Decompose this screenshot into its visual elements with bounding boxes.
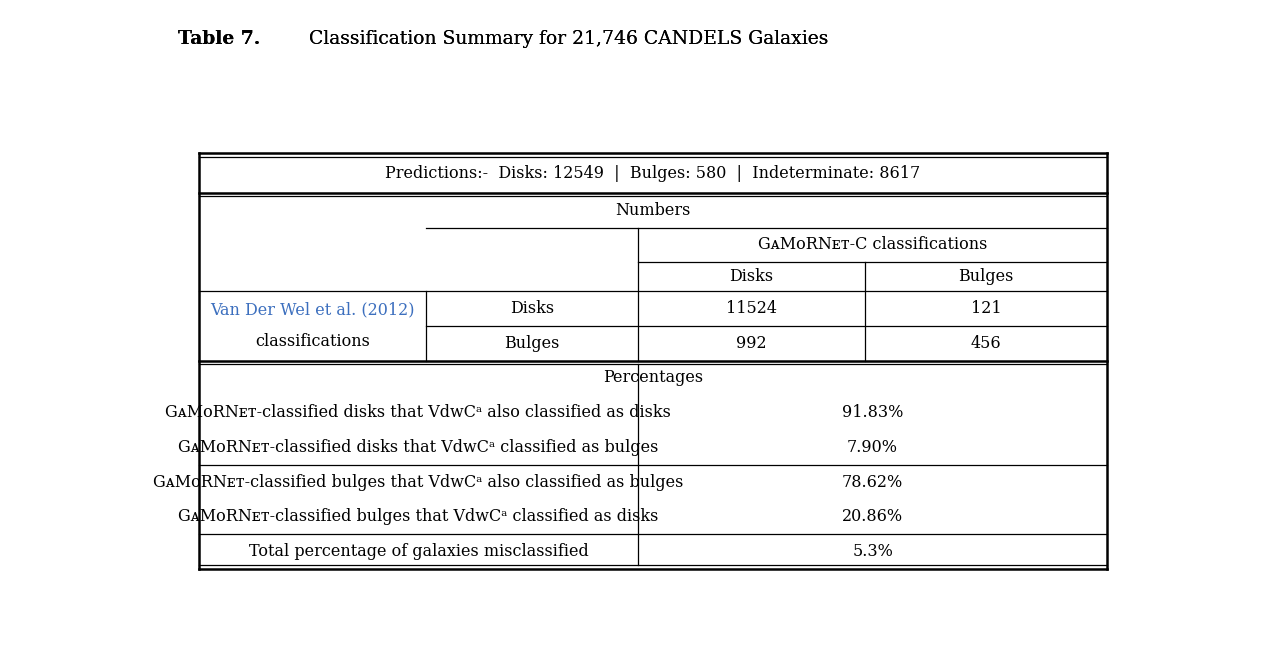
Text: classifications: classifications [255,333,369,350]
Text: 78.62%: 78.62% [842,473,903,491]
Text: GᴀMᴏRNᴇᴛ-C classifications: GᴀMᴏRNᴇᴛ-C classifications [758,236,987,254]
Text: Table 7.: Table 7. [178,30,261,48]
Text: Classification Summary for 21,746 CANDELS Galaxies: Classification Summary for 21,746 CANDEL… [303,30,828,48]
Text: 20.86%: 20.86% [842,508,903,525]
Text: 121: 121 [971,300,1001,317]
Text: Disks: Disks [510,300,554,317]
Text: Van Der Wel et al. (2012): Van Der Wel et al. (2012) [210,302,414,319]
Text: Classification Summary for 21,746 CANDELS Galaxies: Classification Summary for 21,746 CANDEL… [303,30,828,48]
Text: Disks: Disks [730,268,773,285]
Text: Bulges: Bulges [958,268,1014,285]
Text: 456: 456 [971,335,1001,352]
Text: GᴀMᴏRNᴇᴛ-classified bulges that VdwCᵃ classified as disks: GᴀMᴏRNᴇᴛ-classified bulges that VdwCᵃ cl… [178,508,659,525]
Text: Total percentage of galaxies misclassified: Total percentage of galaxies misclassifi… [248,543,589,560]
Text: GᴀMᴏRNᴇᴛ-classified disks that VdwCᵃ classified as bulges: GᴀMᴏRNᴇᴛ-classified disks that VdwCᵃ cla… [178,439,659,456]
Text: Bulges: Bulges [505,335,559,352]
Text: Table 7.: Table 7. [178,30,261,48]
Text: Predictions:-  Disks: 12549  |  Bulges: 580  |  Indeterminate: 8617: Predictions:- Disks: 12549 | Bulges: 580… [385,165,921,181]
Text: 992: 992 [736,335,767,352]
Text: GᴀMᴏRNᴇᴛ-classified disks that VdwCᵃ also classified as disks: GᴀMᴏRNᴇᴛ-classified disks that VdwCᵃ als… [166,404,671,421]
Text: 11524: 11524 [726,300,777,317]
Text: 91.83%: 91.83% [842,404,903,421]
Text: 5.3%: 5.3% [852,543,893,560]
Text: 7.90%: 7.90% [847,439,898,456]
Text: GᴀMᴏRNᴇᴛ-classified bulges that VdwCᵃ also classified as bulges: GᴀMᴏRNᴇᴛ-classified bulges that VdwCᵃ al… [153,473,684,491]
Text: Percentages: Percentages [603,369,703,387]
Text: Numbers: Numbers [615,202,691,218]
